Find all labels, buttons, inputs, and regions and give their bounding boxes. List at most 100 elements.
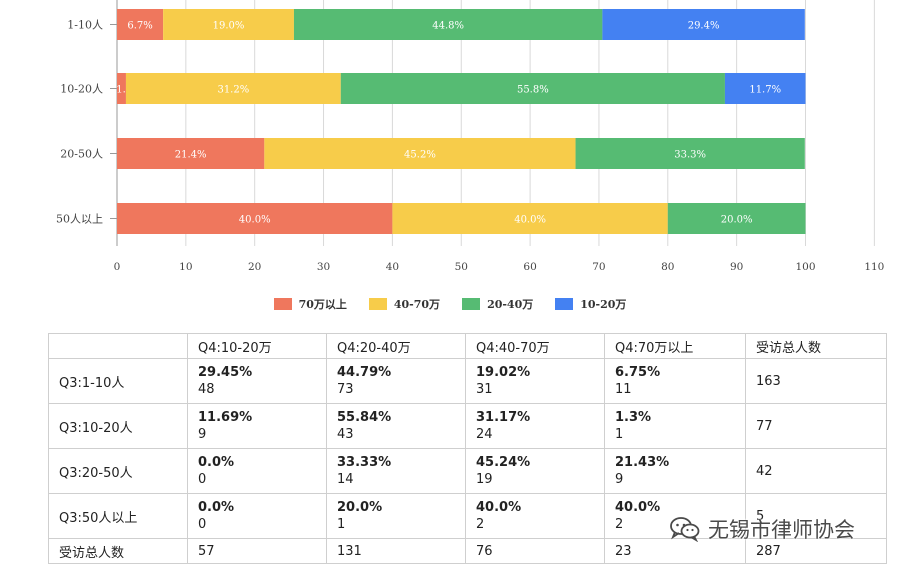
cell-count: 2 <box>615 517 624 532</box>
bar-segment <box>575 138 805 169</box>
stacked-bar-chart: 0 10 20 30 40 50 60 70 80 90 100 110 1-10人 6.7% 19.0% 4… <box>56 0 884 273</box>
table-row: Q3:10-20人 11.69% 9 55.84% 43 31.17% 24 1.3% 1 77 <box>48 403 887 449</box>
cell-percent: 21.43% <box>615 455 670 470</box>
cell-percent: 40.0% <box>615 500 661 515</box>
bar-segment <box>117 138 265 169</box>
table-cell: 6.75% 11 <box>604 358 746 404</box>
table-header-row: Q4:10-20万 Q4:20-40万 Q4:40-70万 Q4:70万以上 受… <box>48 333 887 359</box>
table-cell: 20.0% 1 <box>326 493 466 539</box>
row-label: Q3:1-10人 <box>48 358 188 404</box>
row-total: 77 <box>745 403 887 449</box>
table-cell: 19.02% 31 <box>465 358 605 404</box>
table-row: Q3:1-10人 29.45% 48 44.79% 73 19.02% 31 6.75% 11 1… <box>48 358 887 404</box>
cell-percent: 40.0% <box>476 500 522 515</box>
cell-percent: 20.0% <box>337 500 383 515</box>
chart-svg: 0 10 20 30 40 50 60 70 80 90 100 110 1-10人 6.7% 19.0% 4… <box>56 0 884 273</box>
cell-count: 1 <box>337 517 346 532</box>
bar-segment <box>724 73 806 104</box>
table-cell: 44.79% 73 <box>326 358 466 404</box>
data-label: 33.3% <box>674 150 706 161</box>
table-header-cell: Q4:70万以上 <box>604 333 746 359</box>
x-tick-label: 110 <box>864 261 884 273</box>
legend-label: 40-70万 <box>393 298 441 311</box>
x-tick-label: 30 <box>317 261 330 273</box>
x-tick-label: 10 <box>179 261 192 273</box>
total-row-label: 受访总人数 <box>48 538 188 564</box>
crosstab-table: Q4:10-20万 Q4:20-40万 Q4:40-70万 Q4:70万以上 受… <box>48 333 887 564</box>
table-cell: 29.45% 48 <box>187 358 327 404</box>
legend-swatch <box>368 298 387 310</box>
cell-count: 19 <box>476 472 493 487</box>
table-row: Q3:20-50人 0.0% 0 33.33% 14 45.24% 19 21.43% 9 42 <box>48 448 887 494</box>
bar-segment <box>392 203 668 234</box>
cell-percent: 1.3% <box>615 410 652 425</box>
cell-percent: 11.69% <box>198 410 253 425</box>
cell-percent: 0.0% <box>198 455 235 470</box>
bar-segment <box>117 73 126 104</box>
data-label: 44.8% <box>432 21 464 32</box>
bar-segment <box>117 203 393 234</box>
legend-label: 70万以上 <box>298 298 347 311</box>
bar-segment <box>293 9 603 40</box>
bar-segment <box>340 73 725 104</box>
row-label: Q3:20-50人 <box>48 448 188 494</box>
cell-count: 1 <box>615 427 624 442</box>
total-cell: 23 <box>604 538 746 564</box>
data-label: 40.0% <box>239 215 271 226</box>
data-label: 19.0% <box>213 21 245 32</box>
legend-label: 20-40万 <box>487 298 534 311</box>
x-tick-label: 40 <box>386 261 399 273</box>
table-header-cell: Q4:10-20万 <box>187 333 327 359</box>
legend-label: 10-20万 <box>580 298 627 311</box>
table-cell: 0.0% 0 <box>187 493 327 539</box>
legend-swatch <box>555 298 574 310</box>
table-cell: 11.69% 9 <box>187 403 327 449</box>
table-cell: 45.24% 19 <box>465 448 605 494</box>
cell-count: 2 <box>476 517 485 532</box>
data-label: 31.2% <box>217 85 249 96</box>
cell-count: 11 <box>615 382 632 397</box>
x-tick-label: 70 <box>592 261 605 273</box>
watermark: 无锡市律师协会 <box>670 512 855 546</box>
total-cell: 131 <box>326 538 466 564</box>
bar-segment <box>602 9 805 40</box>
cell-count: 9 <box>198 427 207 442</box>
cell-count: 0 <box>198 472 207 487</box>
table-header-cell <box>48 333 188 359</box>
x-tick-label: 100 <box>795 261 815 273</box>
category-label: 1-10人 <box>67 19 103 32</box>
row-total: 163 <box>745 358 887 404</box>
cell-percent: 6.75% <box>615 365 661 380</box>
table-cell: 1.3% 1 <box>604 403 746 449</box>
table-cell: 31.17% 24 <box>465 403 605 449</box>
cell-count: 14 <box>337 472 354 487</box>
bar-segment <box>117 9 164 40</box>
cell-count: 31 <box>476 382 493 397</box>
legend-item: 20-40万 <box>462 296 533 312</box>
x-tick-label: 20 <box>248 261 261 273</box>
table-header-cell: 受访总人数 <box>745 333 887 359</box>
table-header-cell: Q4:40-70万 <box>465 333 605 359</box>
bar-segment <box>667 203 806 234</box>
table-total-row: 受访总人数 57 131 76 23 287 <box>48 538 887 564</box>
table-header-cell: Q4:20-40万 <box>326 333 466 359</box>
watermark-text: 无锡市律师协会 <box>708 518 855 542</box>
row-total: 42 <box>745 448 887 494</box>
cell-count: 0 <box>198 517 207 532</box>
row-label: Q3:10-20人 <box>48 403 188 449</box>
total-cell: 57 <box>187 538 327 564</box>
cell-percent: 29.45% <box>198 365 253 380</box>
table-cell: 21.43% 9 <box>604 448 746 494</box>
cell-percent: 0.0% <box>198 500 235 515</box>
category-label: 20-50人 <box>60 148 103 161</box>
legend-swatch <box>462 298 481 310</box>
total-cell: 76 <box>465 538 605 564</box>
data-label: 55.8% <box>517 85 549 96</box>
cell-percent: 55.84% <box>337 410 392 425</box>
legend-item: 10-20万 <box>555 296 626 312</box>
legend-swatch <box>273 298 292 310</box>
cell-percent: 33.33% <box>337 455 392 470</box>
data-label: 21.4% <box>175 150 207 161</box>
data-label: 45.2% <box>404 150 436 161</box>
cell-count: 24 <box>476 427 493 442</box>
